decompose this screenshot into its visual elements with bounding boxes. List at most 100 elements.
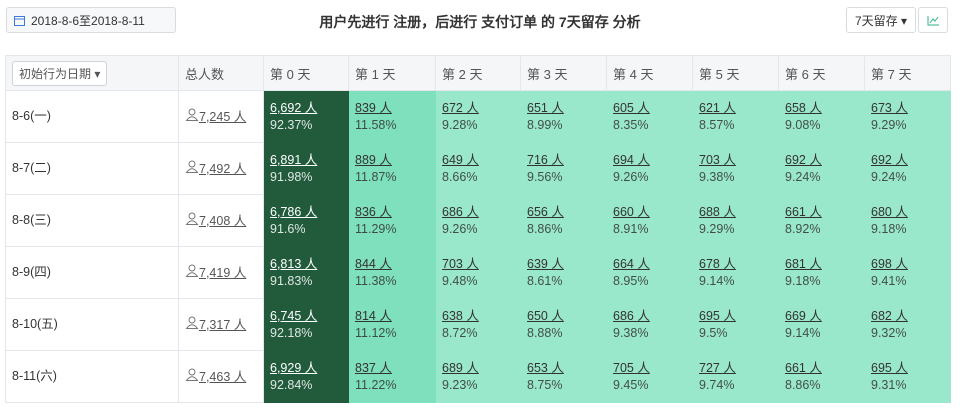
retained-count[interactable]: 664 人: [613, 256, 650, 271]
retention-rate: 92.37%: [270, 117, 313, 132]
retention-rate: 9.29%: [699, 221, 735, 236]
retained-count[interactable]: 889 人: [355, 152, 392, 167]
retained-count[interactable]: 672 人: [442, 100, 479, 115]
retention-cell: 678 人 9.14%: [692, 246, 779, 299]
retention-rate: 9.41%: [871, 273, 907, 288]
retained-count[interactable]: 661 人: [785, 204, 822, 219]
retained-count[interactable]: 658 人: [785, 100, 822, 115]
total-count[interactable]: 7,408 人: [199, 213, 247, 228]
retention-rate: 9.28%: [442, 117, 478, 132]
toolbar: 2018-8-6至2018-8-11 用户先进行 注册，后进行 支付订单 的 7…: [0, 0, 960, 44]
retained-count[interactable]: 686 人: [613, 308, 650, 323]
retention-cell: 836 人 11.29%: [348, 194, 436, 247]
retained-count[interactable]: 6,786 人: [270, 204, 318, 219]
date-picker[interactable]: 2018-8-6至2018-8-11: [6, 7, 176, 33]
date-cell: 8-11(六): [5, 350, 179, 403]
retention-cell: 689 人 9.23%: [435, 350, 521, 403]
retention-rate: 9.56%: [527, 169, 563, 184]
retained-count[interactable]: 660 人: [613, 204, 650, 219]
total-count[interactable]: 7,463 人: [199, 369, 247, 384]
retention-cell: 6,813 人 91.83%: [263, 246, 349, 299]
retention-cell: 694 人 9.26%: [606, 142, 693, 195]
retained-count[interactable]: 6,813 人: [270, 256, 318, 271]
retained-count[interactable]: 6,929 人: [270, 360, 318, 375]
column-header: 第 3 天: [520, 55, 607, 91]
retained-count[interactable]: 695 人: [871, 360, 908, 375]
retained-count[interactable]: 727 人: [699, 360, 736, 375]
total-count[interactable]: 7,419 人: [199, 265, 247, 280]
retention-rate: 91.98%: [270, 169, 313, 184]
retention-cell: 6,745 人 92.18%: [263, 298, 349, 351]
retained-count[interactable]: 837 人: [355, 360, 392, 375]
total-cell: 7,463 人: [178, 350, 264, 403]
retained-count[interactable]: 605 人: [613, 100, 650, 115]
retained-count[interactable]: 639 人: [527, 256, 564, 271]
header-row: 初始行为日期 ▾ 总人数 第 0 天 第 1 天 第 2 天 第 3 天 第 4 天 第 5 …: [5, 55, 951, 91]
retained-count[interactable]: 716 人: [527, 152, 564, 167]
retained-count[interactable]: 686 人: [442, 204, 479, 219]
date-cell: 8-10(五): [5, 298, 179, 351]
retained-count[interactable]: 656 人: [527, 204, 564, 219]
retained-count[interactable]: 678 人: [699, 256, 736, 271]
retained-count[interactable]: 6,891 人: [270, 152, 318, 167]
retained-count[interactable]: 649 人: [442, 152, 479, 167]
retention-cell: 688 人 9.29%: [692, 194, 779, 247]
retained-count[interactable]: 621 人: [699, 100, 736, 115]
retained-count[interactable]: 703 人: [442, 256, 479, 271]
retention-rate: 9.18%: [871, 221, 907, 236]
retention-cell: 692 人 9.24%: [778, 142, 865, 195]
retained-count[interactable]: 638 人: [442, 308, 479, 323]
date-cell: 8-9(四): [5, 246, 179, 299]
retained-count[interactable]: 692 人: [785, 152, 822, 167]
retention-cell: 653 人 8.75%: [520, 350, 607, 403]
retained-count[interactable]: 705 人: [613, 360, 650, 375]
retention-cell: 658 人 9.08%: [778, 90, 865, 143]
retained-count[interactable]: 692 人: [871, 152, 908, 167]
retained-count[interactable]: 844 人: [355, 256, 392, 271]
date-range: 2018-8-6至2018-8-11: [31, 14, 145, 28]
retention-cell: 656 人 8.86%: [520, 194, 607, 247]
retention-cell: 6,891 人 91.98%: [263, 142, 349, 195]
retention-cell: 669 人 9.14%: [778, 298, 865, 351]
column-label: 第 4 天: [613, 66, 654, 82]
date-dropdown[interactable]: 初始行为日期 ▾: [12, 60, 108, 86]
retained-count[interactable]: 703 人: [699, 152, 736, 167]
retention-cell: 703 人 9.38%: [692, 142, 779, 195]
retention-rate: 11.12%: [355, 325, 397, 340]
retained-count[interactable]: 695 人: [699, 308, 736, 323]
retention-rate: 9.5%: [699, 325, 728, 340]
total-count[interactable]: 7,492 人: [199, 161, 247, 176]
retained-count[interactable]: 836 人: [355, 204, 392, 219]
retained-count[interactable]: 680 人: [871, 204, 908, 219]
chart-button[interactable]: [918, 7, 948, 33]
retained-count[interactable]: 694 人: [613, 152, 650, 167]
retention-cell: 695 人 9.5%: [692, 298, 779, 351]
retained-count[interactable]: 688 人: [699, 204, 736, 219]
total-count[interactable]: 7,245 人: [199, 109, 247, 124]
retention-rate: 9.18%: [785, 273, 821, 288]
retained-count[interactable]: 814 人: [355, 308, 392, 323]
retained-count[interactable]: 839 人: [355, 100, 392, 115]
retained-count[interactable]: 681 人: [785, 256, 822, 271]
retained-count[interactable]: 6,692 人: [270, 100, 318, 115]
retention-cell: 681 人 9.18%: [778, 246, 865, 299]
retention-rate: 9.08%: [785, 117, 821, 132]
retention-select[interactable]: 7天留存 ▾: [846, 7, 916, 33]
date-cell: 8-8(三): [5, 194, 179, 247]
total-count[interactable]: 7,317 人: [199, 317, 247, 332]
retention-rate: 91.83%: [270, 273, 313, 288]
retained-count[interactable]: 689 人: [442, 360, 479, 375]
retained-count[interactable]: 6,745 人: [270, 308, 318, 323]
retention-rate: 8.88%: [527, 325, 563, 340]
retained-count[interactable]: 698 人: [871, 256, 908, 271]
retained-count[interactable]: 669 人: [785, 308, 822, 323]
user-icon: [185, 316, 199, 329]
retained-count[interactable]: 661 人: [785, 360, 822, 375]
retained-count[interactable]: 651 人: [527, 100, 564, 115]
retention-cell: 621 人 8.57%: [692, 90, 779, 143]
retention-cell: 692 人 9.24%: [864, 142, 951, 195]
retained-count[interactable]: 682 人: [871, 308, 908, 323]
retained-count[interactable]: 673 人: [871, 100, 908, 115]
retained-count[interactable]: 650 人: [527, 308, 564, 323]
retained-count[interactable]: 653 人: [527, 360, 564, 375]
